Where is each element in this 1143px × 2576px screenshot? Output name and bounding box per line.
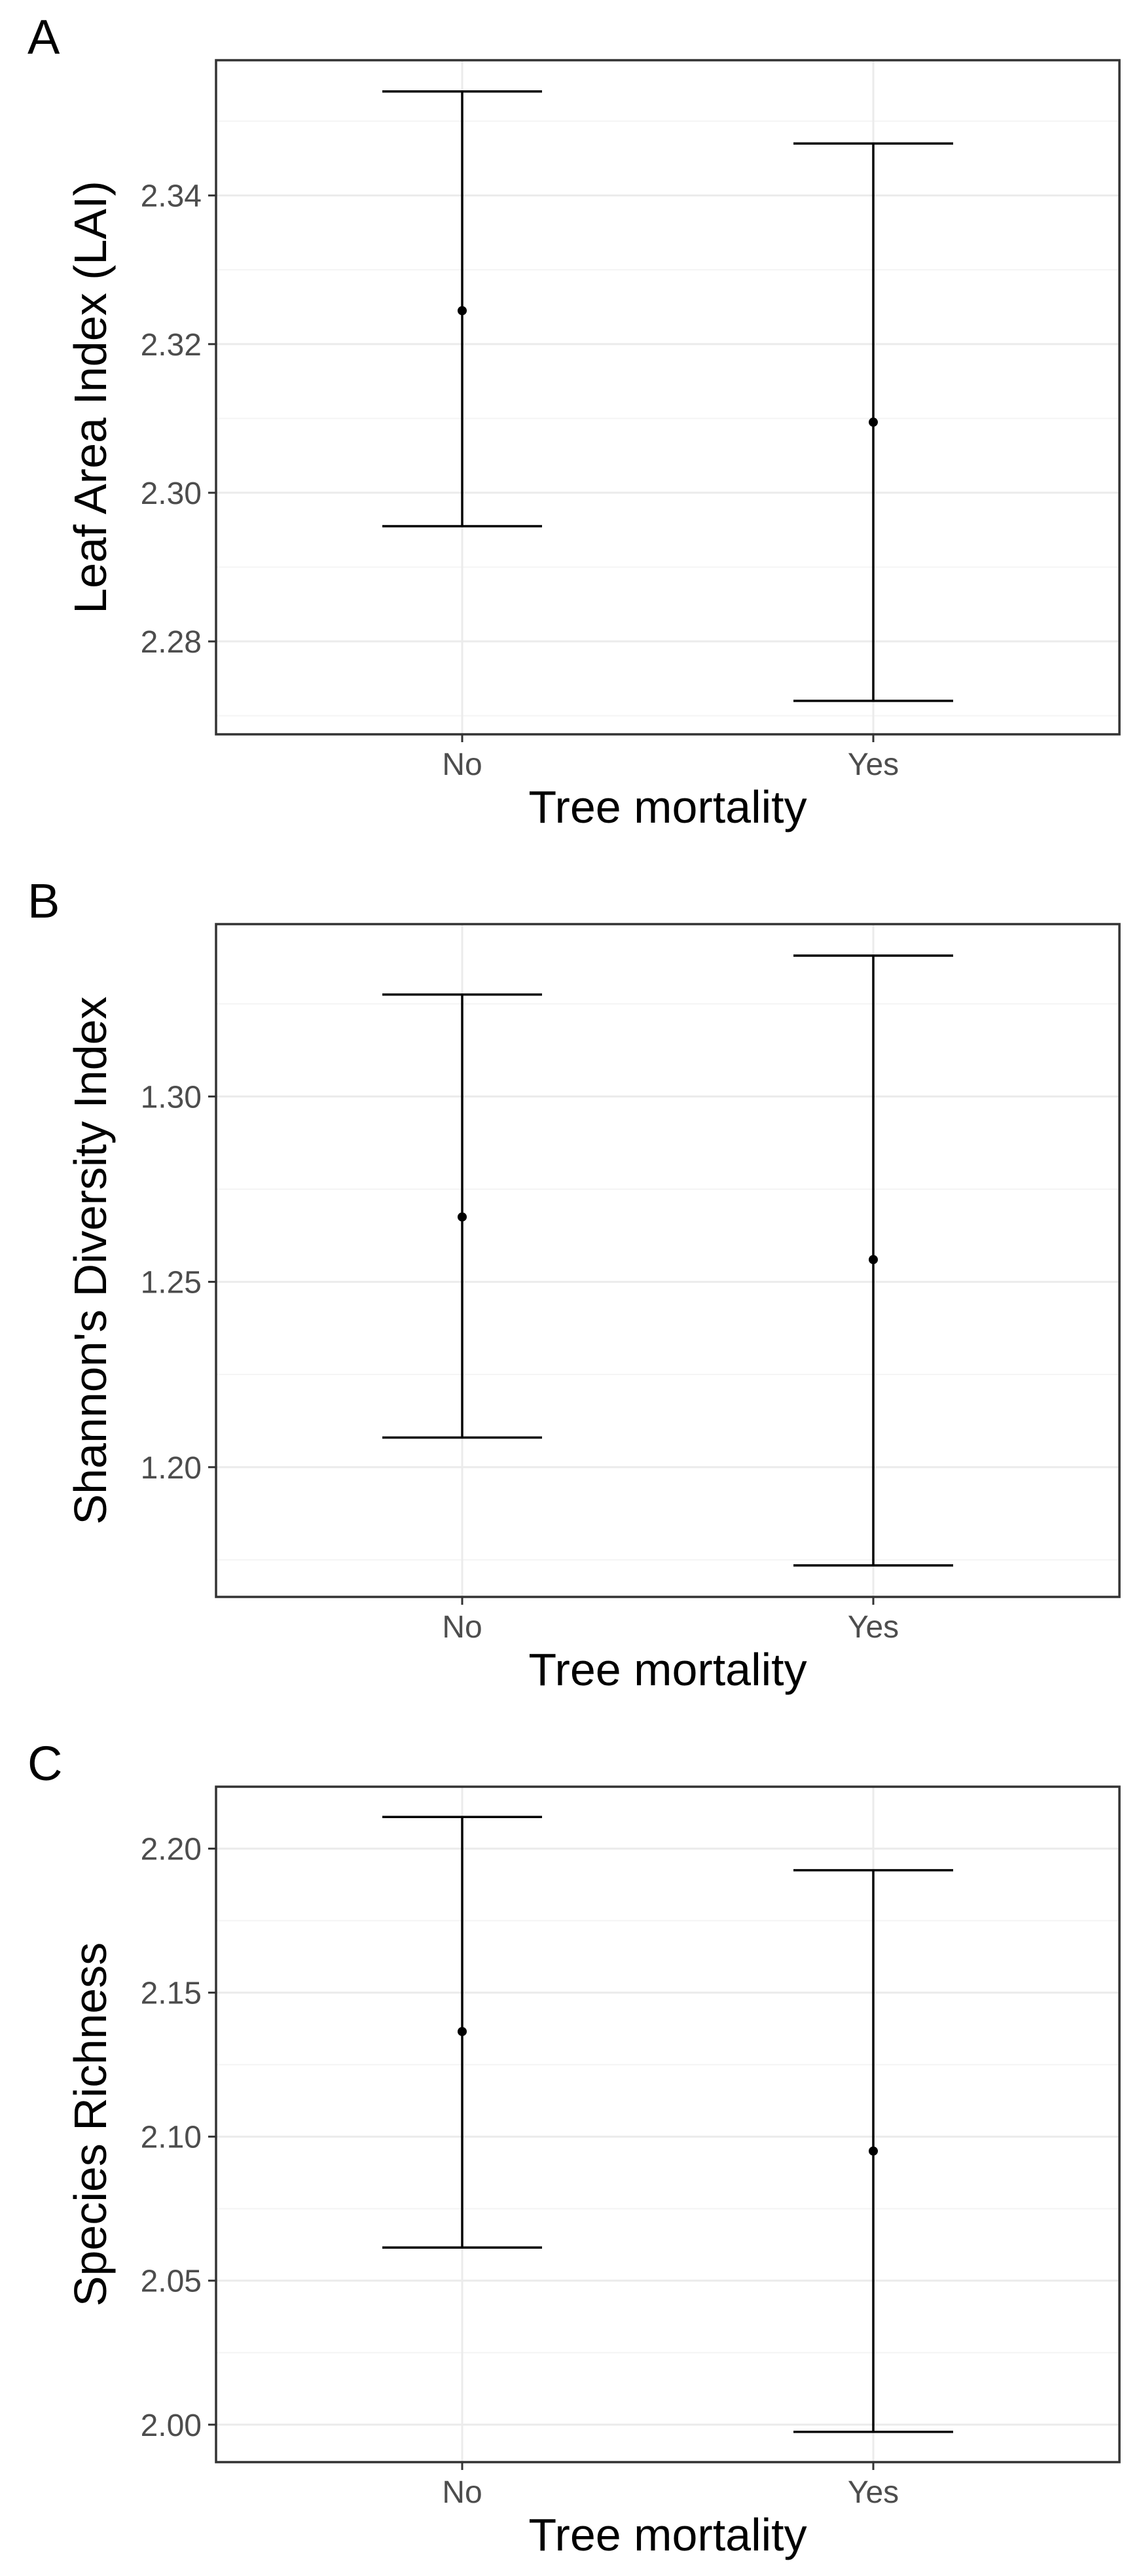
x-tick-label-yes: Yes bbox=[848, 2475, 899, 2510]
x-axis-title: Tree mortality bbox=[528, 1644, 807, 1695]
x-tick-label-yes: Yes bbox=[848, 747, 899, 782]
y-tick-label: 2.28 bbox=[141, 625, 202, 660]
y-axis-title: Leaf Area Index (LAI) bbox=[65, 181, 116, 614]
error-bar-yes bbox=[793, 954, 953, 1567]
plot-background bbox=[216, 924, 1119, 1597]
panel-border bbox=[215, 923, 1121, 1598]
error-bar-yes bbox=[793, 1869, 953, 2433]
y-tick-label: 1.20 bbox=[141, 1451, 202, 1486]
panel-label: A bbox=[27, 10, 60, 64]
y-tick-label: 2.30 bbox=[141, 476, 202, 511]
y-tick-label: 2.34 bbox=[141, 179, 202, 214]
x-tick-label-no: No bbox=[442, 747, 482, 782]
y-tick-label: 1.25 bbox=[141, 1266, 202, 1300]
panel-b: 1.20 1.25 1.30 No Yes Tree mortality Shannon's… bbox=[27, 874, 1121, 1695]
x-tick-label-no: No bbox=[442, 2475, 482, 2510]
y-tick-label: 2.15 bbox=[141, 1977, 202, 2011]
panel-label: B bbox=[27, 874, 60, 928]
x-axis-title: Tree mortality bbox=[528, 781, 807, 832]
y-tick-label: 2.00 bbox=[141, 2408, 202, 2443]
panel-border bbox=[215, 1785, 1121, 2463]
mean-point-yes bbox=[869, 418, 878, 427]
panel-a: 2.28 2.30 2.32 2.34 No Yes Tree mortality Leaf … bbox=[27, 10, 1121, 832]
y-tick-label: 1.30 bbox=[141, 1080, 202, 1115]
y-tick-label: 2.10 bbox=[141, 2120, 202, 2155]
mean-point-no bbox=[458, 1212, 467, 1222]
plot-background bbox=[216, 60, 1119, 734]
y-axis-title: Species Richness bbox=[65, 1942, 116, 2306]
panel-border bbox=[215, 59, 1121, 736]
x-tick-label-no: No bbox=[442, 1610, 482, 1645]
mean-point-no bbox=[458, 306, 467, 315]
error-bar-no bbox=[382, 993, 542, 1439]
mean-point-yes bbox=[869, 2146, 878, 2156]
x-tick-label-yes: Yes bbox=[848, 1610, 899, 1645]
x-axis-title: Tree mortality bbox=[528, 2509, 807, 2560]
panel-label: C bbox=[27, 1736, 62, 1791]
y-tick-label: 2.05 bbox=[141, 2264, 202, 2299]
panel-c: 2.00 2.05 2.10 2.15 2.20 No Yes Tree mortality S… bbox=[27, 1736, 1121, 2560]
error-bar-no bbox=[382, 1816, 542, 2249]
error-bar-no bbox=[382, 90, 542, 528]
error-bar-yes bbox=[793, 142, 953, 702]
y-tick-label: 2.32 bbox=[141, 328, 202, 363]
y-tick-label: 2.20 bbox=[141, 1833, 202, 1867]
plot-background bbox=[216, 1787, 1119, 2462]
mean-point-no bbox=[458, 2027, 467, 2037]
mean-point-yes bbox=[869, 1255, 878, 1264]
y-axis-title: Shannon's Diversity Index bbox=[65, 996, 116, 1524]
